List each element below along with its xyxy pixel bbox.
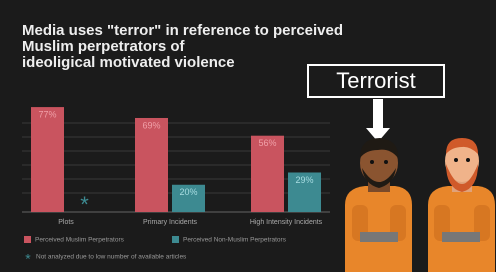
x-tick-label: High Intensity Incidents — [250, 219, 323, 226]
bar — [135, 118, 168, 212]
chart-title: Muslim perpetrators of — [22, 38, 186, 55]
value-label: 20% — [179, 187, 197, 197]
note: Not analyzed due to low number of availa… — [36, 254, 187, 261]
legend-swatch — [172, 236, 179, 243]
chart: Media uses "terror" in reference to perc… — [0, 0, 496, 272]
value-label: 56% — [258, 138, 276, 148]
legend-label: Perceived Non-Muslim Perpetrators — [183, 237, 287, 244]
chart-title: Media uses "terror" in reference to perc… — [22, 22, 343, 39]
note-marker: * — [25, 251, 31, 267]
value-label: 29% — [295, 175, 313, 185]
missing-marker: * — [80, 192, 89, 217]
chart-title: ideoligical motivated violence — [22, 54, 235, 71]
x-tick-label: Primary Incidents — [143, 219, 198, 226]
x-tick-label: Plots — [58, 219, 74, 226]
bar — [31, 107, 64, 212]
sign-text: Terrorist — [336, 68, 415, 93]
legend-label: Perceived Muslim Perpetrators — [35, 237, 125, 244]
page: {"chart_data": {"type": "bar", "title": … — [0, 0, 496, 272]
legend-swatch — [24, 236, 31, 243]
value-label: 77% — [38, 109, 56, 119]
value-label: 69% — [142, 120, 160, 130]
